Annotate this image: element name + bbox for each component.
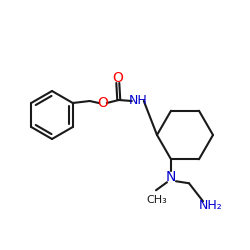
- Text: NH: NH: [128, 94, 147, 108]
- Text: O: O: [112, 71, 123, 85]
- Text: CH₃: CH₃: [146, 195, 168, 205]
- Text: NH₂: NH₂: [199, 199, 223, 212]
- Text: O: O: [97, 96, 108, 110]
- Text: N: N: [166, 170, 176, 184]
